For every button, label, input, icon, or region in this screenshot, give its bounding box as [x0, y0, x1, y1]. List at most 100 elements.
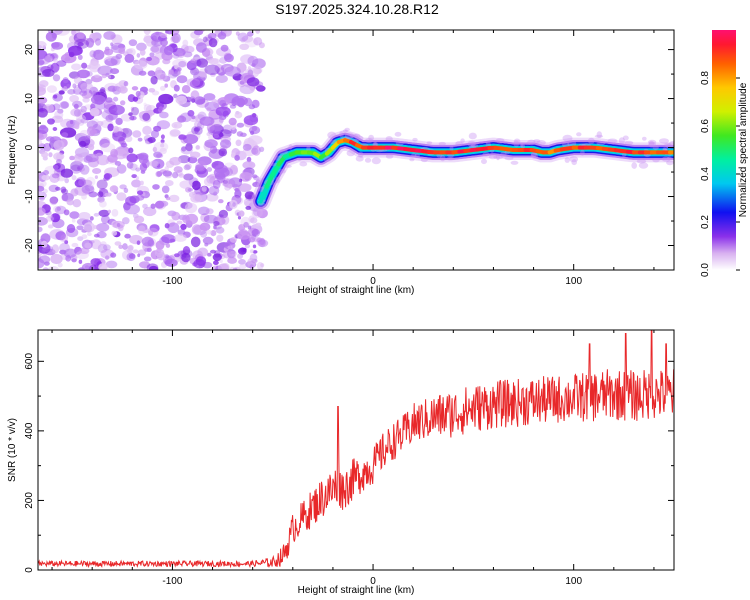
noise-blob — [155, 171, 162, 178]
noise-blob — [150, 75, 158, 85]
noise-blob — [149, 52, 155, 57]
noise-blob — [118, 47, 126, 55]
noise-blob — [114, 241, 122, 246]
noise-blob — [99, 138, 110, 148]
noise-blob — [247, 227, 259, 237]
noise-blob — [191, 126, 199, 135]
noise-blob — [253, 83, 262, 90]
noise-blob — [104, 58, 118, 67]
noise-blob — [206, 230, 213, 235]
noise-blob — [125, 48, 133, 54]
noise-blob — [187, 156, 198, 164]
noise-blob — [38, 132, 44, 139]
noise-blob — [166, 255, 175, 262]
noise-blob — [47, 266, 59, 270]
ridge-halo-blob — [446, 156, 455, 161]
noise-blob — [213, 225, 217, 230]
ridge-halo-blob — [350, 133, 358, 139]
noise-blob — [143, 256, 152, 262]
noise-blob — [251, 99, 260, 109]
noise-blob — [39, 124, 47, 130]
noise-blob — [53, 205, 60, 213]
ridge-halo-blob — [449, 145, 454, 151]
noise-blob — [96, 152, 103, 157]
noise-blob — [195, 164, 205, 171]
noise-blob — [105, 260, 118, 269]
y-tick-label: 20 — [24, 44, 35, 56]
snr-ylabel: SNR (10 * v/v) — [7, 418, 18, 482]
noise-blob — [49, 197, 58, 206]
noise-blob — [55, 231, 66, 241]
x-tick-label: 0 — [370, 576, 376, 587]
noise-blob — [42, 188, 48, 194]
colorbar-label: Normalized spectral amplitude — [738, 82, 749, 217]
noise-blob — [118, 244, 124, 249]
ridge-halo-blob — [411, 153, 417, 158]
ridge-halo-blob — [385, 136, 393, 142]
colorbar-tick-label: 0.0 — [700, 263, 711, 277]
noise-blob — [218, 209, 228, 219]
noise-blob — [125, 135, 133, 143]
noise-blob — [243, 97, 253, 107]
ridge-halo-blob — [364, 157, 372, 163]
noise-blob — [213, 133, 220, 139]
noise-blob — [176, 220, 183, 225]
noise-blob — [164, 83, 168, 88]
noise-blob — [222, 110, 229, 118]
noise-blob — [260, 263, 265, 268]
noise-blob — [69, 211, 80, 219]
noise-blob — [156, 252, 166, 261]
ridge-halo-blob — [607, 138, 618, 143]
noise-blob — [38, 216, 48, 226]
ridge-halo-blob — [438, 141, 446, 146]
ridge-halo-blob — [576, 132, 582, 137]
noise-blob — [152, 184, 160, 190]
noise-blob — [122, 217, 130, 225]
ridge-halo-blob — [284, 164, 292, 168]
noise-blob — [197, 247, 209, 257]
ridge-halo-blob — [571, 159, 577, 166]
noise-blob — [234, 266, 241, 270]
noise-blob — [210, 249, 217, 254]
ridge-halo-blob — [504, 156, 514, 161]
noise-blob — [128, 147, 134, 154]
noise-blob — [210, 72, 216, 77]
noise-blob — [243, 115, 259, 126]
noise-blob — [60, 168, 73, 178]
noise-blob — [70, 120, 74, 125]
noise-blob — [236, 122, 245, 128]
noise-blob — [160, 33, 168, 39]
noise-blob — [113, 125, 119, 133]
x-tick-label: -100 — [162, 276, 182, 287]
noise-blob — [176, 67, 182, 72]
noise-blob — [38, 41, 47, 49]
noise-blob — [169, 156, 182, 166]
noise-blob — [132, 96, 139, 102]
noise-blob — [243, 221, 249, 228]
noise-blob — [253, 37, 263, 46]
noise-blob — [187, 187, 193, 192]
noise-blob — [196, 58, 208, 68]
noise-blob — [247, 257, 256, 268]
noise-blob — [159, 200, 169, 207]
ridge-halo-blob — [624, 140, 634, 145]
noise-blob — [47, 212, 53, 219]
noise-blob — [66, 83, 71, 89]
noise-blob — [144, 34, 151, 40]
noise-blob — [50, 213, 61, 223]
ridge-halo-blob — [440, 154, 446, 162]
noise-blob — [191, 180, 201, 191]
noise-blob — [105, 97, 113, 103]
noise-blob — [190, 236, 201, 248]
noise-blob — [52, 93, 63, 102]
noise-blob — [147, 137, 156, 143]
noise-blob — [259, 146, 265, 152]
noise-blob — [48, 152, 53, 158]
noise-blob — [216, 234, 224, 242]
noise-blob — [68, 45, 83, 56]
noise-blob — [242, 161, 256, 170]
noise-blob — [90, 258, 101, 266]
noise-blob — [252, 181, 261, 188]
noise-blob — [178, 173, 185, 178]
noise-blob — [205, 208, 214, 215]
